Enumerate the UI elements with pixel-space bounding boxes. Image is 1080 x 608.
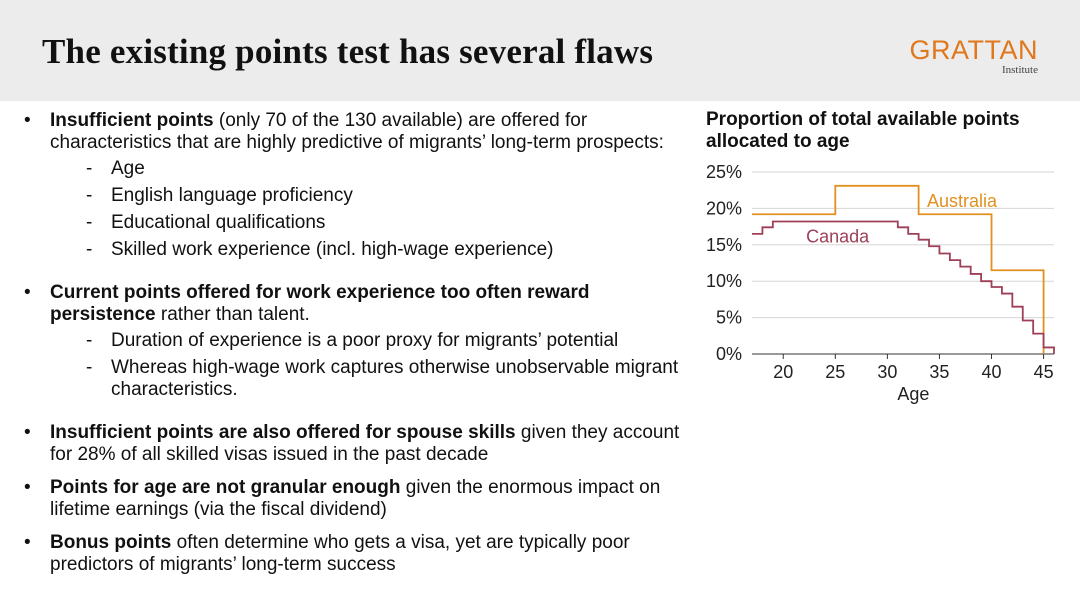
y-tick-label: 25% (706, 162, 742, 182)
logo-subtitle: Institute (1001, 64, 1038, 76)
x-axis-label: Age (897, 384, 929, 404)
bullet-text: given the enormous impact on lifetime ea… (50, 477, 661, 520)
bullet-lead: Current points offered for work experien… (50, 282, 590, 325)
y-tick-label: 0% (716, 344, 742, 364)
bullet-item: • Insufficient points (only 70 of the 13… (24, 110, 684, 266)
bullet-dot: • (24, 477, 31, 498)
sub-item: - Duration of experience is a poor proxy … (86, 330, 619, 351)
x-tick-label: 40 (982, 362, 1002, 382)
bullet-text: (only 70 of the 130 available) are offer… (50, 110, 664, 153)
grattan-logo: GRATTAN Institute (910, 36, 1039, 76)
y-tick-label: 15% (706, 235, 742, 255)
chart-title: Proportion of total available points all… (706, 109, 1020, 152)
bullet-text: rather than talent. (155, 304, 310, 325)
sub-item: - Skilled work experience (incl. high-wag… (86, 239, 554, 260)
bullet-dot: • (24, 110, 31, 131)
bullet-lead: Bonus points (50, 532, 172, 553)
bullet-text: often determine who gets a visa, yet are… (50, 532, 630, 575)
bullet-list: • Insufficient points (only 70 of the 13… (24, 110, 684, 576)
x-tick-label: 30 (877, 362, 897, 382)
bullet-dot: • (24, 532, 31, 553)
x-tick-label: 45 (1034, 362, 1054, 382)
bullet-lead: Insufficient points (50, 110, 214, 131)
bullet-item: • Points for age are not granular enough… (24, 477, 684, 521)
x-tick-label: 20 (773, 362, 793, 382)
y-tick-label: 10% (706, 271, 742, 291)
bullet-text: given they account for 28% of all skille… (50, 422, 680, 465)
sub-list: - Age - English language proficiency - Educ… (50, 158, 684, 266)
sub-item: - English language proficiency (86, 185, 353, 206)
bullet-dot: • (24, 422, 31, 443)
bullet-item: • Insufficient points are also offered f… (24, 422, 684, 466)
y-tick-label: 5% (716, 308, 742, 328)
bullet-lead: Insufficient points are also offered for… (50, 422, 516, 443)
sub-item: - Educational qualifications (86, 212, 326, 233)
series-line-canada (752, 220, 1055, 354)
header-bar (0, 0, 1080, 101)
sub-item: - Whereas high-wage work captures otherwi… (86, 357, 679, 400)
bullet-dot: • (24, 282, 31, 303)
y-tick-label: 20% (706, 198, 742, 218)
page-title: The existing points test has several fla… (42, 32, 654, 71)
bullet-item: • Current points offered for work experi… (24, 282, 684, 401)
sub-item: - Age (86, 158, 145, 179)
bullet-lead: Points for age are not granular enough (50, 477, 401, 498)
x-tick-label: 25 (825, 362, 845, 382)
series-line-australia (752, 184, 1045, 354)
sub-list: - Duration of experience is a poor proxy … (50, 330, 684, 401)
series-label-australia: Australia (927, 191, 998, 211)
series-label-canada: Canada (806, 227, 870, 247)
age-points-chart: 0% 5% 10% 15% 20% 25% 20 25 30 35 40 45 Age Australia… (706, 162, 1055, 404)
logo-wordmark: GRATTAN (909, 35, 1038, 65)
x-tick-label: 35 (929, 362, 949, 382)
bullet-item: • Bonus points often determine who gets … (24, 532, 684, 576)
